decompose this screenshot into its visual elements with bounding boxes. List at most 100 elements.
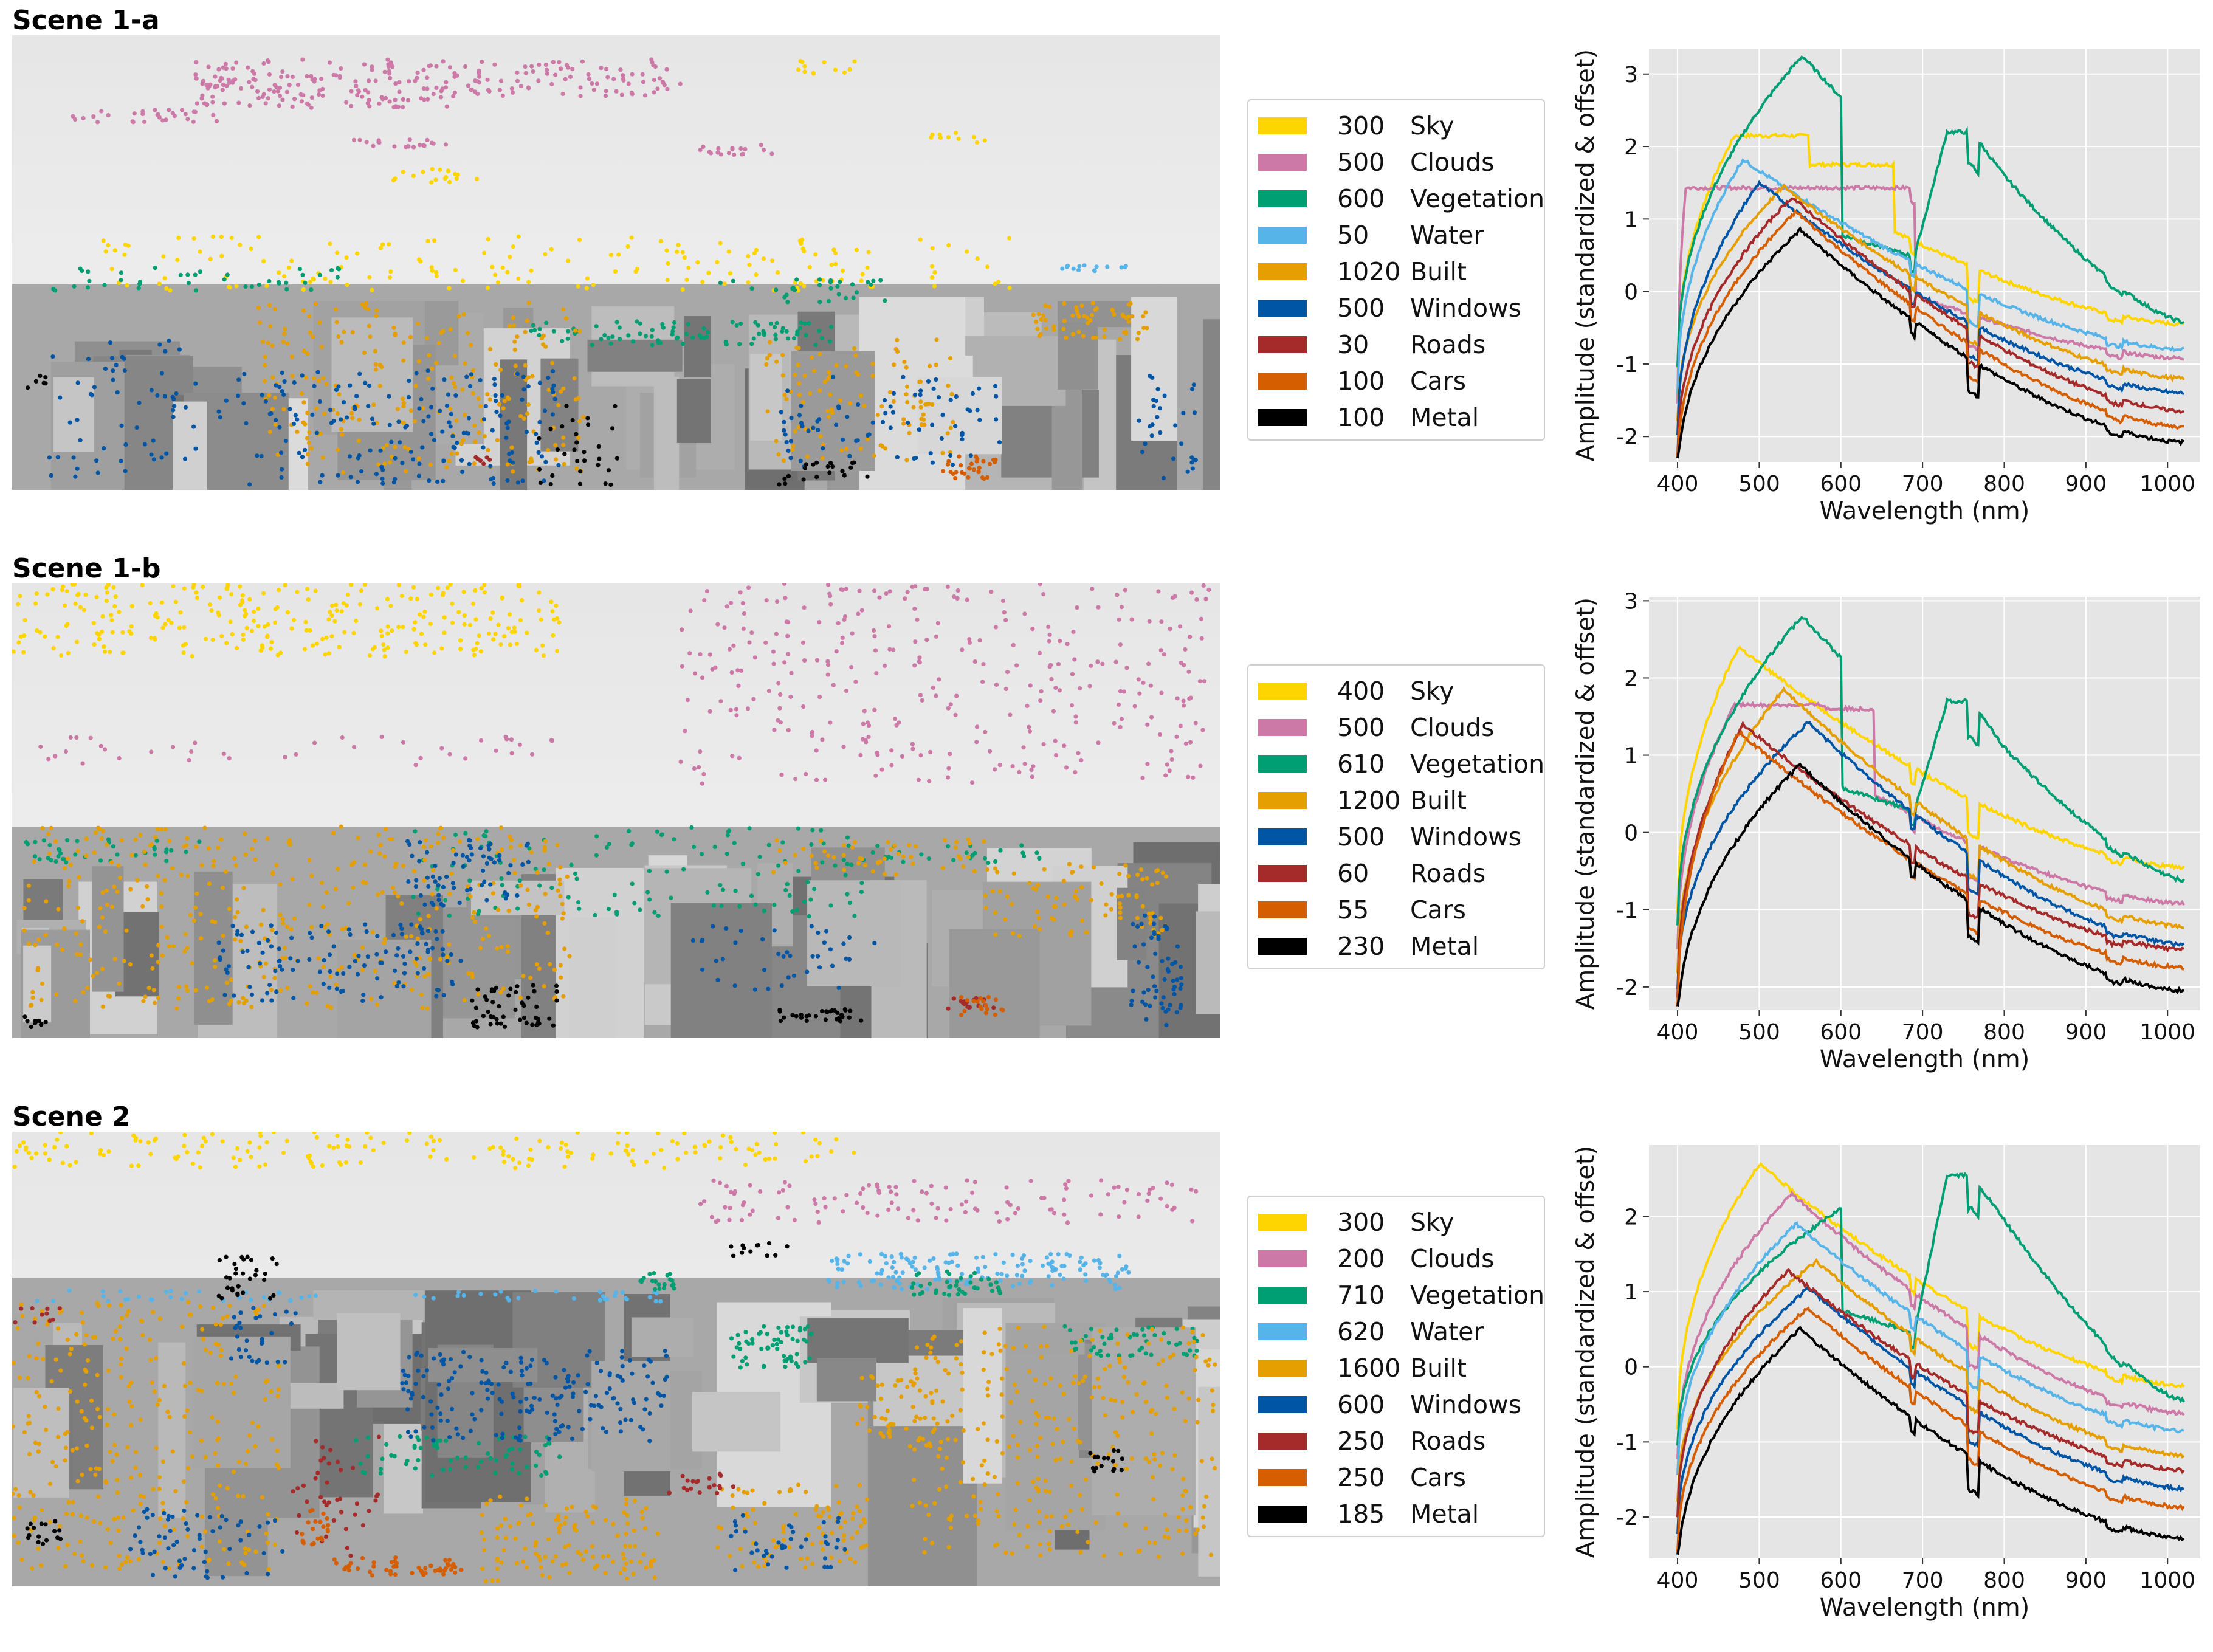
pixel-metal [596,444,601,449]
pixel-clouds [1193,721,1198,726]
pixel-windows [481,868,486,873]
pixel-sky [219,235,224,239]
pixel-sky [334,608,339,613]
pixel-built [160,953,165,958]
pixel-sky [168,288,173,293]
pixel-windows [291,968,295,972]
pixel-vegetation [650,343,655,348]
pixel-clouds [261,61,266,66]
pixel-windows [447,420,452,425]
pixel-clouds [563,77,568,81]
pixel-clouds [1201,583,1206,588]
pixel-vegetation [947,1272,952,1276]
pixel-vegetation [115,852,120,857]
pixel-built [212,958,218,963]
pixel-built [971,1494,976,1499]
pixel-built [260,339,266,344]
pixel-windows [515,893,520,898]
pixel-clouds [1169,757,1174,762]
pixel-sky [833,67,838,72]
pixel-built [1093,335,1098,340]
pixel-windows [450,979,455,984]
pixel-built [555,842,560,847]
pixel-clouds [989,590,994,594]
pixel-sky [450,601,455,606]
pixel-built [157,1316,162,1321]
pixel-clouds [451,94,456,98]
pixel-sky [201,1135,206,1140]
pixel-built [211,864,216,869]
pixel-built [918,399,923,404]
pixel-built [996,1513,1001,1518]
pixel-built [411,869,417,873]
pixel-vegetation [33,839,38,844]
pixel-built [40,1508,44,1513]
pixel-built [49,1379,54,1384]
pixel-sky [411,585,416,590]
pixel-built [333,307,339,312]
pixel-built [1152,1452,1157,1457]
pixel-built [486,447,490,453]
pixel-clouds [1053,738,1058,743]
pixel-built [321,376,326,380]
pixel-clouds [1162,652,1166,657]
pixel-vegetation [537,326,542,331]
pixel-built [56,1434,61,1439]
pixel-built [392,890,398,895]
pixel-sky [575,1132,580,1135]
pixel-windows [975,408,980,413]
pixel-sky [590,1156,595,1161]
pixel-windows [488,882,493,887]
pixel-sky [334,250,340,255]
pixel-clouds [591,88,597,92]
pixel-built [289,927,294,932]
pixel-vegetation [608,341,613,346]
pixel-built [216,1436,221,1441]
pixel-sky [55,635,60,639]
pixel-sky [385,631,390,636]
pixel-built [244,998,249,1003]
pixel-built [1030,1399,1034,1403]
pixel-water [1001,1260,1006,1265]
pixel-sky [529,1157,534,1162]
pixel-windows [488,464,493,469]
pixel-built [186,1299,191,1305]
pixel-clouds [858,752,863,758]
pixel-built [116,863,121,868]
pixel-windows [317,399,322,404]
pixel-metal [848,1008,853,1013]
legend-item-cars: 55 Cars [1258,892,1538,928]
pixel-sky [63,603,67,608]
pixel-vegetation [690,335,695,340]
pixel-built [159,924,164,929]
pixel-water [163,1290,168,1295]
pixel-sky [23,1147,29,1152]
pixel-clouds [1051,1211,1056,1216]
pixel-built [37,1394,42,1399]
pixel-clouds [549,81,554,87]
pixel-built [40,982,45,986]
pixel-built [1062,902,1067,907]
pixel-clouds [771,649,776,654]
pixel-sky [106,1149,111,1154]
pixel-clouds [871,628,876,633]
pixel-vegetation [782,295,787,300]
pixel-windows [760,937,765,942]
pixel-vegetation [757,331,762,336]
pixel-windows [437,876,442,881]
pixel-built [138,1501,143,1506]
pixel-windows [414,371,419,376]
pixel-built [930,1336,935,1341]
pixel-windows [948,453,953,458]
pixel-sky [491,637,496,642]
pixel-sky [359,588,364,593]
pixel-built [793,373,797,377]
pixel-vegetation [656,914,661,918]
pixel-sky [831,247,836,252]
pixel-sky [148,1152,153,1157]
pixel-sky [664,248,669,253]
legend-label: Roads [1410,330,1486,359]
pixel-built [1079,864,1084,869]
pixel-sky [311,1165,316,1169]
pixel-built [1036,312,1041,317]
